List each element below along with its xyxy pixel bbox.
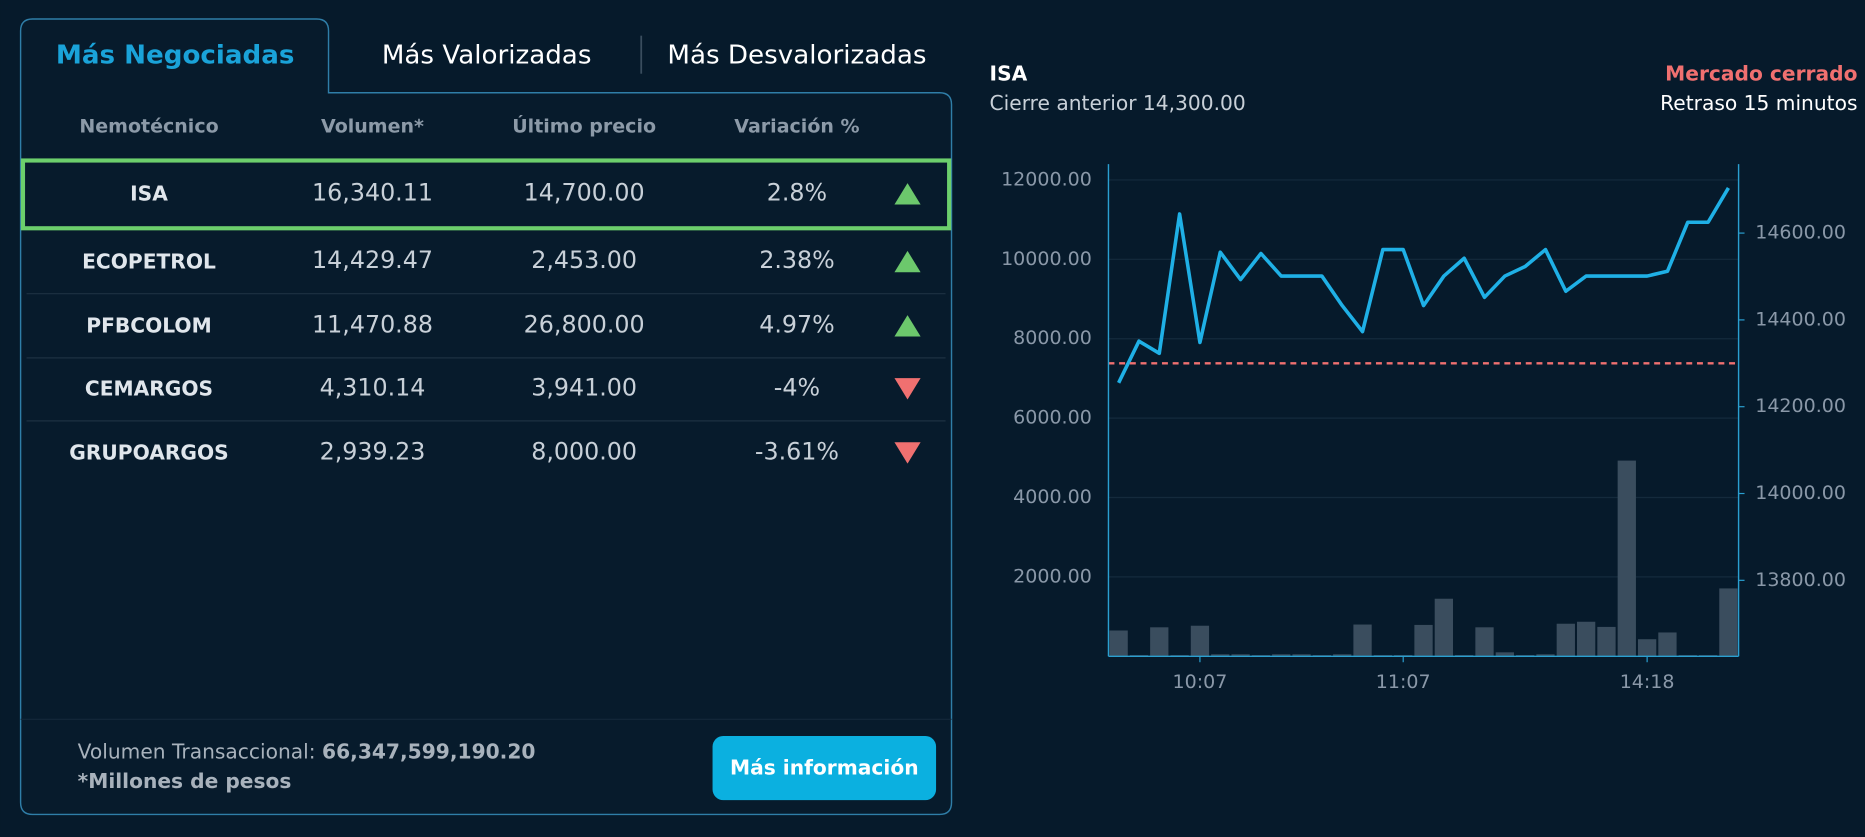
price: 3,941.00 (531, 373, 637, 401)
button-bg[interactable] (712, 735, 937, 801)
y2-tick-label: 14600.00 (1755, 222, 1846, 244)
tab[interactable]: Más Valorizadas (382, 40, 592, 70)
column-header: Último precio (512, 114, 656, 138)
trend-arrow (894, 442, 921, 464)
volume-bar (1556, 623, 1575, 657)
x-tick-label: 14:18 (1620, 671, 1675, 693)
button-label[interactable]: Más información (730, 756, 919, 780)
volume-bar (1597, 626, 1616, 657)
change: -4% (774, 373, 820, 401)
y-tick-label: 12000.00 (1001, 168, 1092, 190)
volume-bar (1231, 654, 1250, 657)
plot: 2000.00 4000.00 6000.00 8000.00 10000.00 1200… (1001, 164, 1846, 693)
volume-bar (1272, 654, 1291, 657)
table-body: ISA 16,340.11 14,700.00 2.8% ECOPETROL 14,429… (20, 158, 952, 465)
x-tick-label: 11:07 (1376, 671, 1431, 693)
market-status: Mercado cerrado (1665, 61, 1857, 85)
change: 2.38% (759, 246, 835, 274)
volume-bar (1495, 652, 1514, 657)
volume-bar (1292, 654, 1311, 657)
column-header: Volumen* (321, 116, 424, 138)
trend-arrow (894, 183, 921, 205)
symbol: ECOPETROL (82, 249, 216, 273)
price: 26,800.00 (524, 310, 645, 338)
volume-bar (1617, 460, 1636, 657)
y-tick-label: 10000.00 (1001, 248, 1092, 270)
volume-bar (1434, 598, 1453, 657)
price: 2,453.00 (531, 246, 637, 274)
volume-bar (1536, 654, 1555, 657)
tab[interactable]: Más Desvalorizadas (667, 40, 926, 70)
price: 14,700.00 (524, 178, 645, 206)
footer-text: Volumen Transaccional: 66,347,599,190.20 (78, 739, 536, 763)
volume: 4,310.14 (320, 373, 426, 401)
volume-bar (1414, 624, 1433, 657)
change: 4.97% (759, 310, 835, 338)
symbol: ISA (130, 181, 168, 205)
volume-bar (1475, 627, 1494, 657)
selected-row (20, 158, 952, 231)
trend-arrow (894, 250, 921, 273)
volume-bar (1576, 621, 1596, 657)
y2-tick-label: 13800.00 (1755, 569, 1846, 591)
symbol: GRUPOARGOS (69, 441, 228, 465)
volume-bar (1150, 627, 1169, 657)
column-header: Nemotécnico (79, 116, 218, 138)
y2-tick-label: 14400.00 (1755, 308, 1846, 330)
volume: 11,470.88 (312, 310, 433, 338)
volume-bar (1190, 625, 1210, 657)
volume: 2,939.23 (320, 437, 426, 465)
trend-arrow (894, 315, 921, 337)
y-tick-label: 6000.00 (1013, 407, 1092, 429)
tab[interactable]: Más Negociadas (56, 40, 295, 70)
delay-note: Retraso 15 minutos (1660, 91, 1857, 115)
footer-note: *Millones de pesos (78, 769, 292, 793)
volume-bar (1109, 630, 1128, 657)
y2-tick-label: 14000.00 (1755, 482, 1846, 504)
volume-bar (1658, 632, 1677, 657)
volume-bar (1333, 654, 1352, 657)
price: 8,000.00 (531, 437, 637, 465)
price-line (1117, 187, 1730, 384)
y-tick-label: 4000.00 (1013, 486, 1092, 508)
chart-subtitle: Cierre anterior 14,300.00 (990, 91, 1246, 115)
button[interactable]: Más información (712, 735, 937, 801)
volume-label: Volumen Transaccional: (78, 739, 316, 763)
trend-arrow (894, 378, 921, 400)
volume-bar (1637, 639, 1657, 657)
x-tick-label: 10:07 (1173, 671, 1228, 693)
y2-tick-label: 14200.00 (1755, 395, 1846, 417)
column-header: Variación % (734, 116, 859, 138)
change: -3.61% (755, 437, 839, 465)
volume-value: 66,347,599,190.20 (322, 739, 535, 763)
volume: 14,429.47 (312, 246, 433, 274)
volume-bar (1719, 588, 1738, 657)
y-tick-label: 8000.00 (1013, 327, 1092, 349)
chart-title: ISA (990, 61, 1028, 85)
volume-bar (1211, 654, 1230, 657)
volume-bar (1353, 624, 1372, 657)
symbol: CEMARGOS (85, 376, 213, 400)
symbol: PFBCOLOM (86, 313, 211, 337)
panel (19, 18, 953, 816)
volume: 16,340.11 (312, 178, 433, 206)
change: 2.8% (767, 178, 827, 206)
y-tick-label: 2000.00 (1013, 565, 1092, 587)
